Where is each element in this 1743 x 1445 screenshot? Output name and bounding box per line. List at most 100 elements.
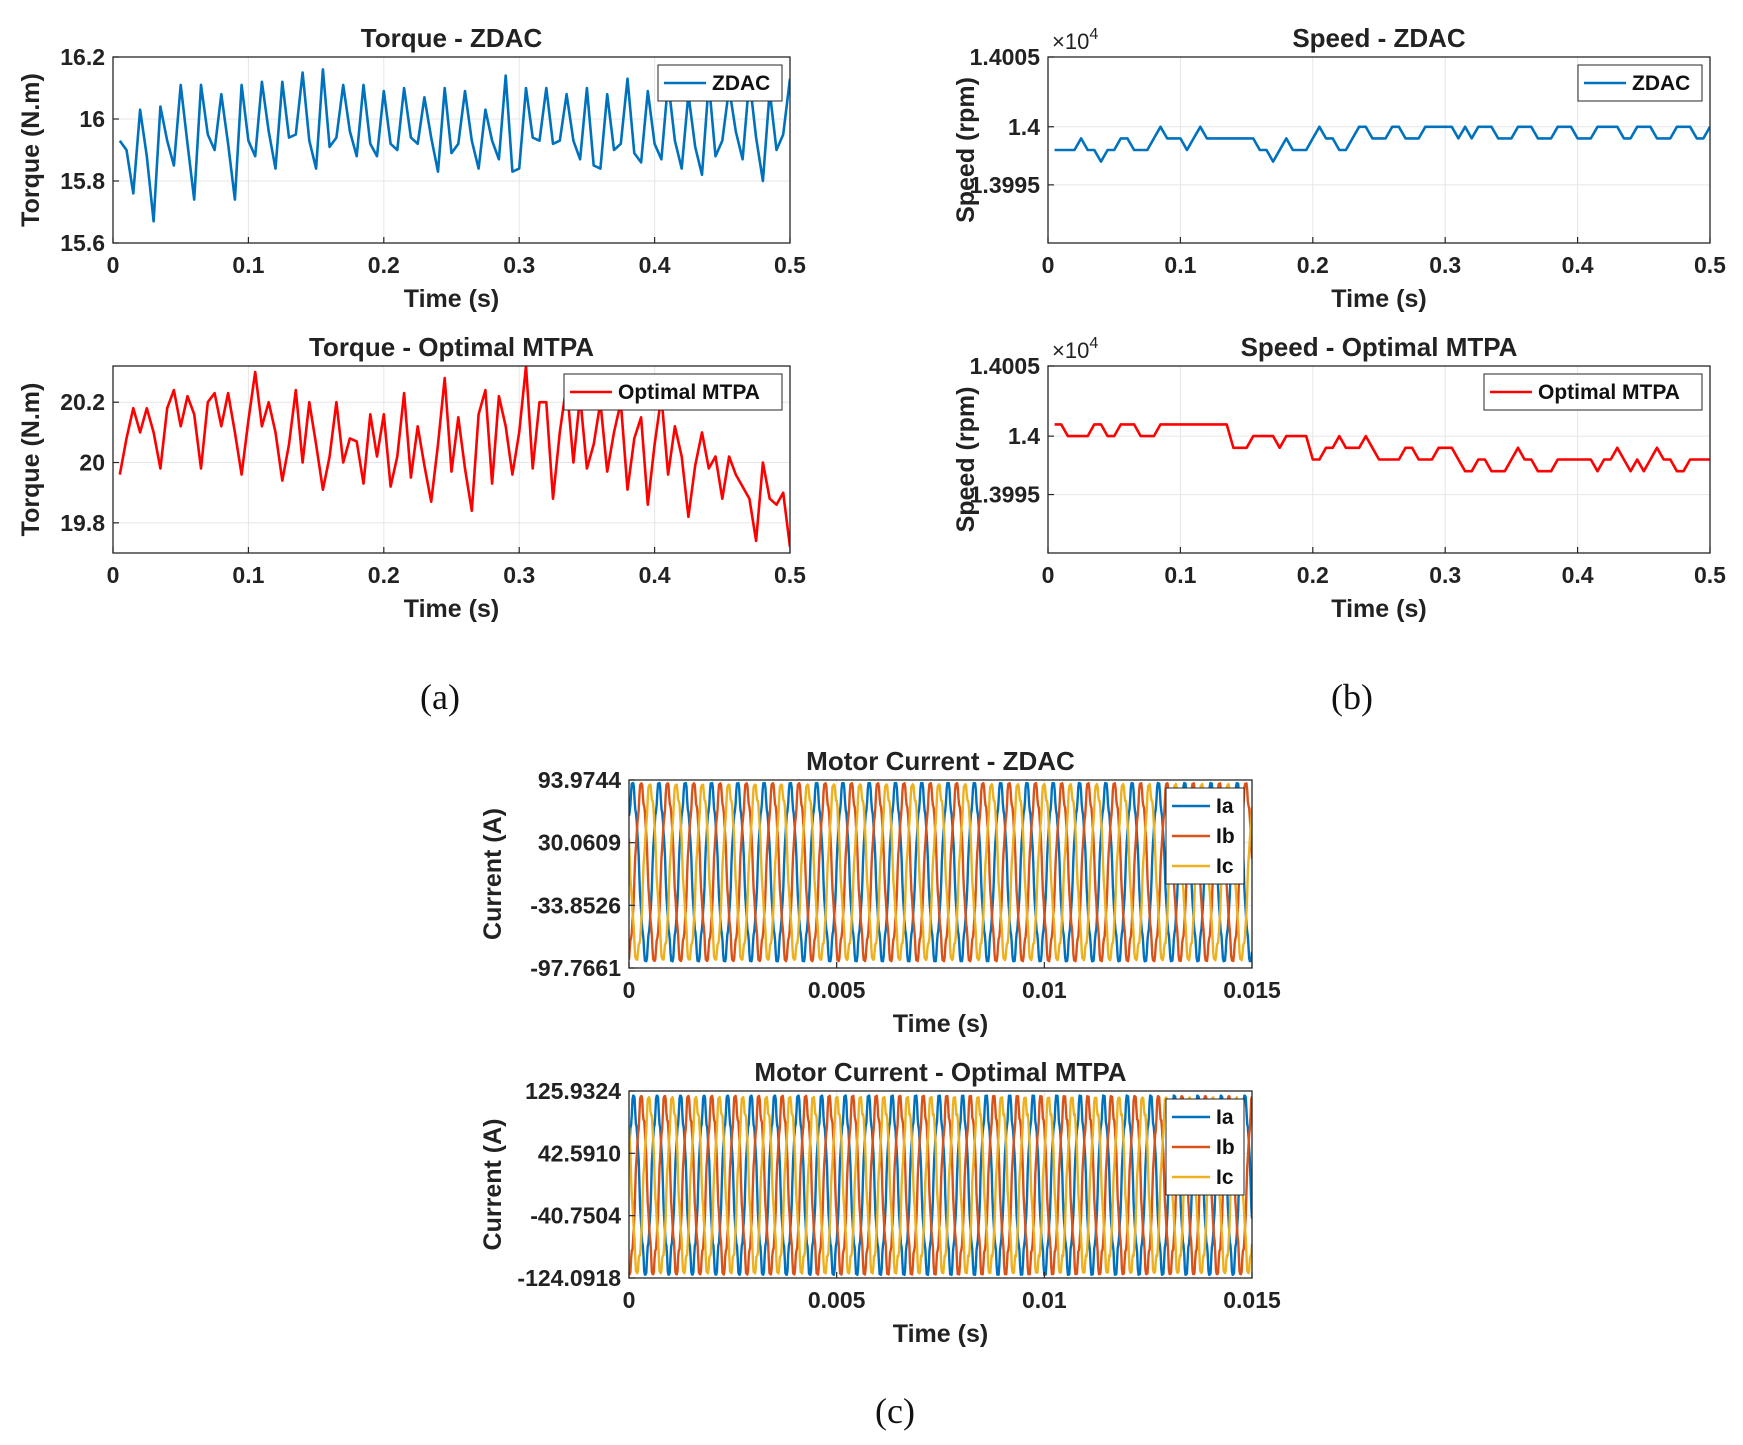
x-tick-label: 0.1	[1164, 562, 1196, 588]
axes-box	[628, 1090, 1253, 1279]
series-line-zdac	[1054, 125, 1710, 163]
legend: ZDAC	[1577, 64, 1703, 102]
chart-current-zdac: 0 0.005 0.01 0.015 -97.7661 -33.8526 30.0609 93…	[479, 746, 1281, 1038]
y-tick-label: 15.8	[60, 168, 105, 194]
x-axis-label: Time (s)	[404, 285, 499, 313]
series-group	[629, 1094, 1252, 1277]
series-line-optimal-mtpa	[1054, 423, 1710, 473]
series-line-ia	[629, 781, 1252, 963]
legend-label: Ib	[1216, 825, 1235, 848]
x-tick-label: 0.2	[1297, 252, 1329, 278]
x-tick-label: 0	[107, 252, 120, 278]
y-tick-label: -33.8526	[530, 892, 621, 918]
series-line-zdac	[118, 68, 790, 223]
axes-box	[112, 365, 791, 554]
y-tick-label: -40.7504	[530, 1203, 621, 1229]
y-tick-label: -97.7661	[530, 955, 621, 981]
x-tick-label: 0.4	[1562, 562, 1594, 588]
x-tick-label: 0.1	[232, 252, 264, 278]
legend: Ia Ib Ic	[1165, 787, 1245, 885]
y-tick-label: 1.3995	[970, 482, 1041, 508]
series-group	[118, 68, 790, 223]
x-tick-label: 0.4	[639, 562, 671, 588]
legend-label: Ia	[1216, 795, 1234, 818]
legend-label: ZDAC	[1632, 72, 1690, 95]
x-axis-label: Time (s)	[893, 1320, 988, 1348]
y-tick-label: 16.2	[60, 44, 105, 70]
chart-title: Motor Current - ZDAC	[806, 746, 1075, 776]
legend-label: Ib	[1216, 1136, 1235, 1159]
series-group	[1054, 423, 1710, 473]
series-group	[118, 366, 790, 548]
y-tick-label: 1.4	[1008, 423, 1040, 449]
axes-box	[628, 779, 1253, 969]
y-tick-label: 30.0609	[538, 830, 621, 856]
legend-label: Ic	[1216, 855, 1234, 878]
axis-multiplier: ×104	[1052, 26, 1098, 54]
chart-title: Torque - ZDAC	[361, 23, 543, 53]
x-tick-label: 0.005	[808, 1287, 866, 1313]
chart-title: Motor Current - Optimal MTPA	[754, 1057, 1126, 1087]
x-tick-label: 0	[1042, 562, 1055, 588]
legend: Ia Ib Ic	[1165, 1098, 1245, 1196]
x-tick-label: 0.015	[1223, 977, 1281, 1003]
chart-speed-mtpa: 0 0.1 0.2 0.3 0.4 0.5 1.3995 1.4 1.4005 Speed - O…	[952, 332, 1726, 623]
y-tick-label: 42.5910	[538, 1140, 621, 1166]
series-group	[1054, 125, 1710, 163]
legend-label: Ia	[1216, 1106, 1234, 1129]
x-tick-label: 0.4	[1562, 252, 1594, 278]
x-tick-label: 0.01	[1022, 1287, 1067, 1313]
x-tick-label: 0.2	[368, 562, 400, 588]
x-tick-label: 0.5	[774, 562, 806, 588]
x-tick-label: 0.4	[639, 252, 671, 278]
x-tick-label: 0.5	[1694, 562, 1726, 588]
chart-title: Speed - Optimal MTPA	[1241, 332, 1518, 362]
x-tick-label: 0.005	[808, 977, 866, 1003]
chart-speed-zdac: 0 0.1 0.2 0.3 0.4 0.5 1.3995 1.4 1.4005 Speed - Z…	[952, 23, 1726, 313]
y-tick-label: 1.4	[1008, 114, 1040, 140]
y-tick-label: 16	[79, 106, 105, 132]
y-tick-label: 125.9324	[525, 1078, 621, 1104]
y-axis-label: Speed (rpm)	[952, 387, 980, 533]
chart-title: Speed - ZDAC	[1292, 23, 1466, 53]
axis-multiplier: ×104	[1052, 335, 1098, 363]
legend-label: Optimal MTPA	[1538, 381, 1680, 404]
y-tick-label: 19.8	[60, 510, 105, 536]
x-tick-label: 0.3	[503, 252, 535, 278]
x-axis-label: Time (s)	[893, 1010, 988, 1038]
x-tick-label: 0.3	[1429, 562, 1461, 588]
x-tick-label: 0.015	[1223, 1287, 1281, 1313]
x-tick-label: 0.3	[1429, 252, 1461, 278]
chart-title: Torque - Optimal MTPA	[309, 332, 594, 362]
x-tick-label: 0.2	[368, 252, 400, 278]
x-tick-label: 0.1	[1164, 252, 1196, 278]
x-tick-label: 0.5	[1694, 252, 1726, 278]
x-tick-label: 0.1	[232, 562, 264, 588]
series-line-ic	[629, 1095, 1252, 1275]
x-tick-label: 0.5	[774, 252, 806, 278]
series-line-ia	[629, 1094, 1252, 1277]
y-axis-label: Speed (rpm)	[952, 77, 980, 223]
y-tick-label: 1.4005	[970, 353, 1041, 379]
axes-box	[1047, 56, 1711, 244]
axes-box	[1047, 365, 1711, 554]
y-axis-label: Torque (N.m)	[17, 383, 45, 537]
x-axis-label: Time (s)	[1331, 595, 1426, 623]
legend: Optimal MTPA	[563, 373, 783, 411]
x-tick-label: 0	[623, 977, 636, 1003]
y-axis-label: Current (A)	[479, 1119, 507, 1251]
x-tick-label: 0.2	[1297, 562, 1329, 588]
y-tick-label: 1.4005	[970, 44, 1041, 70]
y-tick-label: 1.3995	[970, 172, 1041, 198]
y-tick-label: 20	[79, 450, 105, 476]
series-group	[629, 781, 1252, 963]
legend: Optimal MTPA	[1483, 373, 1703, 411]
x-tick-label: 0.01	[1022, 977, 1067, 1003]
series-line-ic	[629, 782, 1252, 962]
x-tick-label: 0.3	[503, 562, 535, 588]
caption-a: (a)	[420, 677, 460, 717]
y-tick-label: -124.0918	[517, 1265, 621, 1291]
y-tick-label: 93.9744	[538, 767, 621, 793]
caption-b: (b)	[1331, 677, 1373, 717]
